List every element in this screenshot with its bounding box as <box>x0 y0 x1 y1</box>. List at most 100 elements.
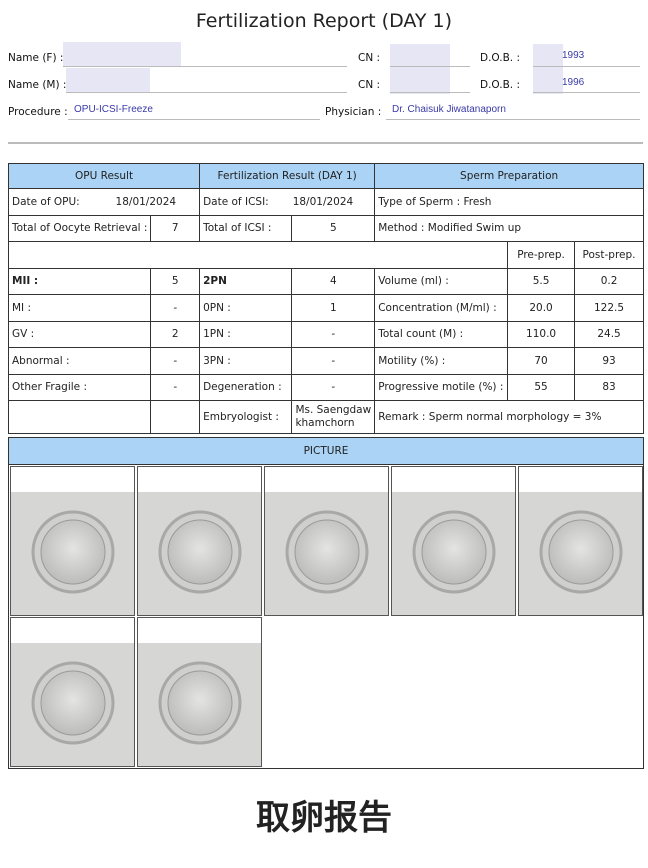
embryo-photo <box>10 617 135 767</box>
table-row: MII :5 2PN 4 Volume (ml) :5.5 0.2 <box>7 267 644 295</box>
row-label: Degeneration : <box>199 373 293 401</box>
name-m-label: Name (M) : <box>8 79 67 91</box>
row-label: Concentration (M/ml) : <box>374 294 509 322</box>
embryo-photo <box>137 466 262 616</box>
row-value: - <box>150 294 201 322</box>
dob-m-value: 1996 <box>562 77 585 88</box>
row-value: 2 <box>150 320 201 348</box>
icsi-label: Total of ICSI : <box>199 214 293 242</box>
date-icsi: Date of ICSI: 18/01/2024 <box>199 188 376 216</box>
name-f-line <box>63 66 347 67</box>
row-value: 5 <box>150 267 201 295</box>
procedure-label: Procedure : <box>8 106 68 118</box>
oocyte-image <box>11 492 134 615</box>
embryologist-name-line1: Ms. Saengdaw <box>295 404 372 416</box>
row-label: Abnormal : <box>7 347 152 375</box>
oocyte-value: 7 <box>150 214 201 242</box>
embryo-photo <box>137 617 262 767</box>
embryologist-name-line2: khamchorn <box>295 417 355 429</box>
oocyte-image <box>392 492 515 615</box>
oocyte-image <box>11 643 134 766</box>
row-value: 122.5 <box>574 294 644 322</box>
row-label: MI : <box>7 294 152 322</box>
row-value: 0.2 <box>574 267 644 295</box>
oocyte-image <box>265 492 388 615</box>
date-icsi-label: Date of ICSI: <box>203 195 269 208</box>
dob-m-line <box>533 92 640 93</box>
divider <box>8 142 643 144</box>
embryo-photo <box>391 466 516 616</box>
row-value: - <box>291 373 376 401</box>
embryo-photo <box>518 466 643 616</box>
results-table: OPU Result Fertilization Result (DAY 1) … <box>7 163 644 434</box>
sperm-prep-header: Sperm Preparation <box>374 163 644 189</box>
embryo-photo <box>264 466 389 616</box>
row-label: Motility (%) : <box>374 347 509 375</box>
dob-f-value: 1993 <box>562 50 585 61</box>
date-icsi-value: 18/01/2024 <box>292 195 354 208</box>
oocyte-image <box>519 492 642 615</box>
row-label: Progressive motile (%) : <box>374 373 509 401</box>
post-prep-header: Post-prep. <box>574 241 644 269</box>
blank-cell <box>7 241 509 269</box>
cn-m-line <box>390 92 470 93</box>
dob-m-label: D.O.B. : <box>480 79 521 91</box>
footer-caption: 取卵报告 <box>256 798 392 838</box>
physician-value: Dr. Chaisuk Jiwatanaporn <box>392 104 506 115</box>
date-opu: Date of OPU: 18/01/2024 <box>7 188 201 216</box>
row-value: 20.0 <box>507 294 576 322</box>
row-value: 1 <box>291 294 376 322</box>
row-label: MII : <box>7 267 152 295</box>
row-value: 55 <box>507 373 576 401</box>
row-value: - <box>291 347 376 375</box>
oocyte-image <box>138 492 261 615</box>
row-value: - <box>150 347 201 375</box>
oocyte-image <box>138 643 261 766</box>
embryologist-name: Ms. Saengdaw khamchorn <box>291 400 376 434</box>
method: Method : Modified Swim up <box>374 214 644 242</box>
remark: Remark : Sperm normal morphology = 3% <box>374 400 644 434</box>
table-row: MI :- 0PN :1 Concentration (M/ml) :20.0 1… <box>7 294 644 322</box>
picture-header: PICTURE <box>8 437 644 465</box>
dob-f-label: D.O.B. : <box>480 52 521 64</box>
blank-cell <box>7 400 152 434</box>
redacted-name-f <box>63 42 181 66</box>
opu-result-header: OPU Result <box>7 163 201 189</box>
row-label: Volume (ml) : <box>374 267 509 295</box>
icsi-value: 5 <box>291 214 376 242</box>
row-value: 83 <box>574 373 644 401</box>
date-opu-label: Date of OPU: <box>12 195 80 208</box>
embryo-photo <box>10 466 135 616</box>
fertilization-header: Fertilization Result (DAY 1) <box>199 163 376 189</box>
embryologist-label: Embryologist : <box>199 400 293 434</box>
dob-f-line <box>533 66 640 67</box>
procedure-value: OPU-ICSI-Freeze <box>74 104 153 115</box>
row-value: 24.5 <box>574 320 644 348</box>
row-value: 5.5 <box>507 267 576 295</box>
table-row: GV :2 1PN :- Total count (M) :110.0 24.5 <box>7 320 644 348</box>
row-value: - <box>150 373 201 401</box>
table-row: Other Fragile :- Degeneration :- Progres… <box>7 373 644 401</box>
row-label: 2PN <box>199 267 293 295</box>
cn-f-label: CN : <box>358 52 381 64</box>
row-value: 110.0 <box>507 320 576 348</box>
row-label: GV : <box>7 320 152 348</box>
row-label: 0PN : <box>199 294 293 322</box>
row-label: Total count (M) : <box>374 320 509 348</box>
row-value: 4 <box>291 267 376 295</box>
pre-prep-header: Pre-prep. <box>507 241 576 269</box>
row-label: 1PN : <box>199 320 293 348</box>
name-f-label: Name (F) : <box>8 52 64 64</box>
row-label: Other Fragile : <box>7 373 152 401</box>
redacted-name-m <box>66 68 150 92</box>
row-value: 93 <box>574 347 644 375</box>
redacted-dob <box>533 44 563 94</box>
cn-f-line <box>390 66 470 67</box>
blank-cell <box>150 400 201 434</box>
redacted-cn-f <box>390 44 450 94</box>
report-title: Fertilization Report (DAY 1) <box>195 10 453 32</box>
physician-label: Physician : <box>325 106 382 118</box>
physician-line <box>386 119 640 120</box>
picture-area <box>8 465 644 769</box>
procedure-line <box>68 119 320 120</box>
